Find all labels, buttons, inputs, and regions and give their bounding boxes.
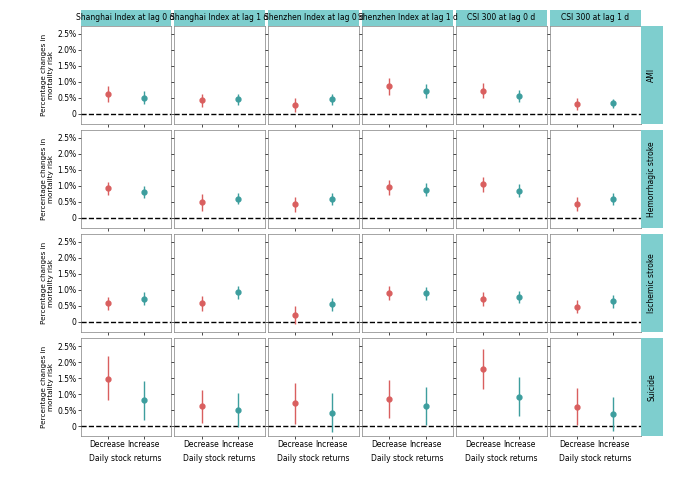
X-axis label: Daily stock returns: Daily stock returns	[466, 454, 538, 462]
Y-axis label: Percentage changes in
mortality risk: Percentage changes in mortality risk	[41, 138, 55, 220]
Text: CSI 300 at lag 0 d: CSI 300 at lag 0 d	[468, 13, 536, 22]
X-axis label: Daily stock returns: Daily stock returns	[183, 454, 256, 462]
Text: Shenzhen Index at lag 0 d: Shenzhen Index at lag 0 d	[263, 13, 363, 22]
Text: AMI: AMI	[648, 68, 656, 82]
Text: Shanghai Index at lag 0 d: Shanghai Index at lag 0 d	[76, 13, 175, 22]
X-axis label: Daily stock returns: Daily stock returns	[277, 454, 350, 462]
Text: Ischemic stroke: Ischemic stroke	[648, 253, 656, 313]
Text: Hemorrhagic stroke: Hemorrhagic stroke	[648, 141, 656, 217]
Y-axis label: Percentage changes in
mortality risk: Percentage changes in mortality risk	[41, 242, 55, 324]
Text: Suicide: Suicide	[648, 373, 656, 401]
Text: Shenzhen Index at lag 1 d: Shenzhen Index at lag 1 d	[358, 13, 457, 22]
X-axis label: Daily stock returns: Daily stock returns	[559, 454, 631, 462]
Y-axis label: Percentage changes in
mortality risk: Percentage changes in mortality risk	[41, 346, 55, 428]
X-axis label: Daily stock returns: Daily stock returns	[90, 454, 162, 462]
Text: CSI 300 at lag 1 d: CSI 300 at lag 1 d	[561, 13, 629, 22]
X-axis label: Daily stock returns: Daily stock returns	[371, 454, 444, 462]
Text: Shanghai Index at lag 1 d: Shanghai Index at lag 1 d	[171, 13, 269, 22]
Y-axis label: Percentage changes in
mortality risk: Percentage changes in mortality risk	[41, 34, 55, 116]
